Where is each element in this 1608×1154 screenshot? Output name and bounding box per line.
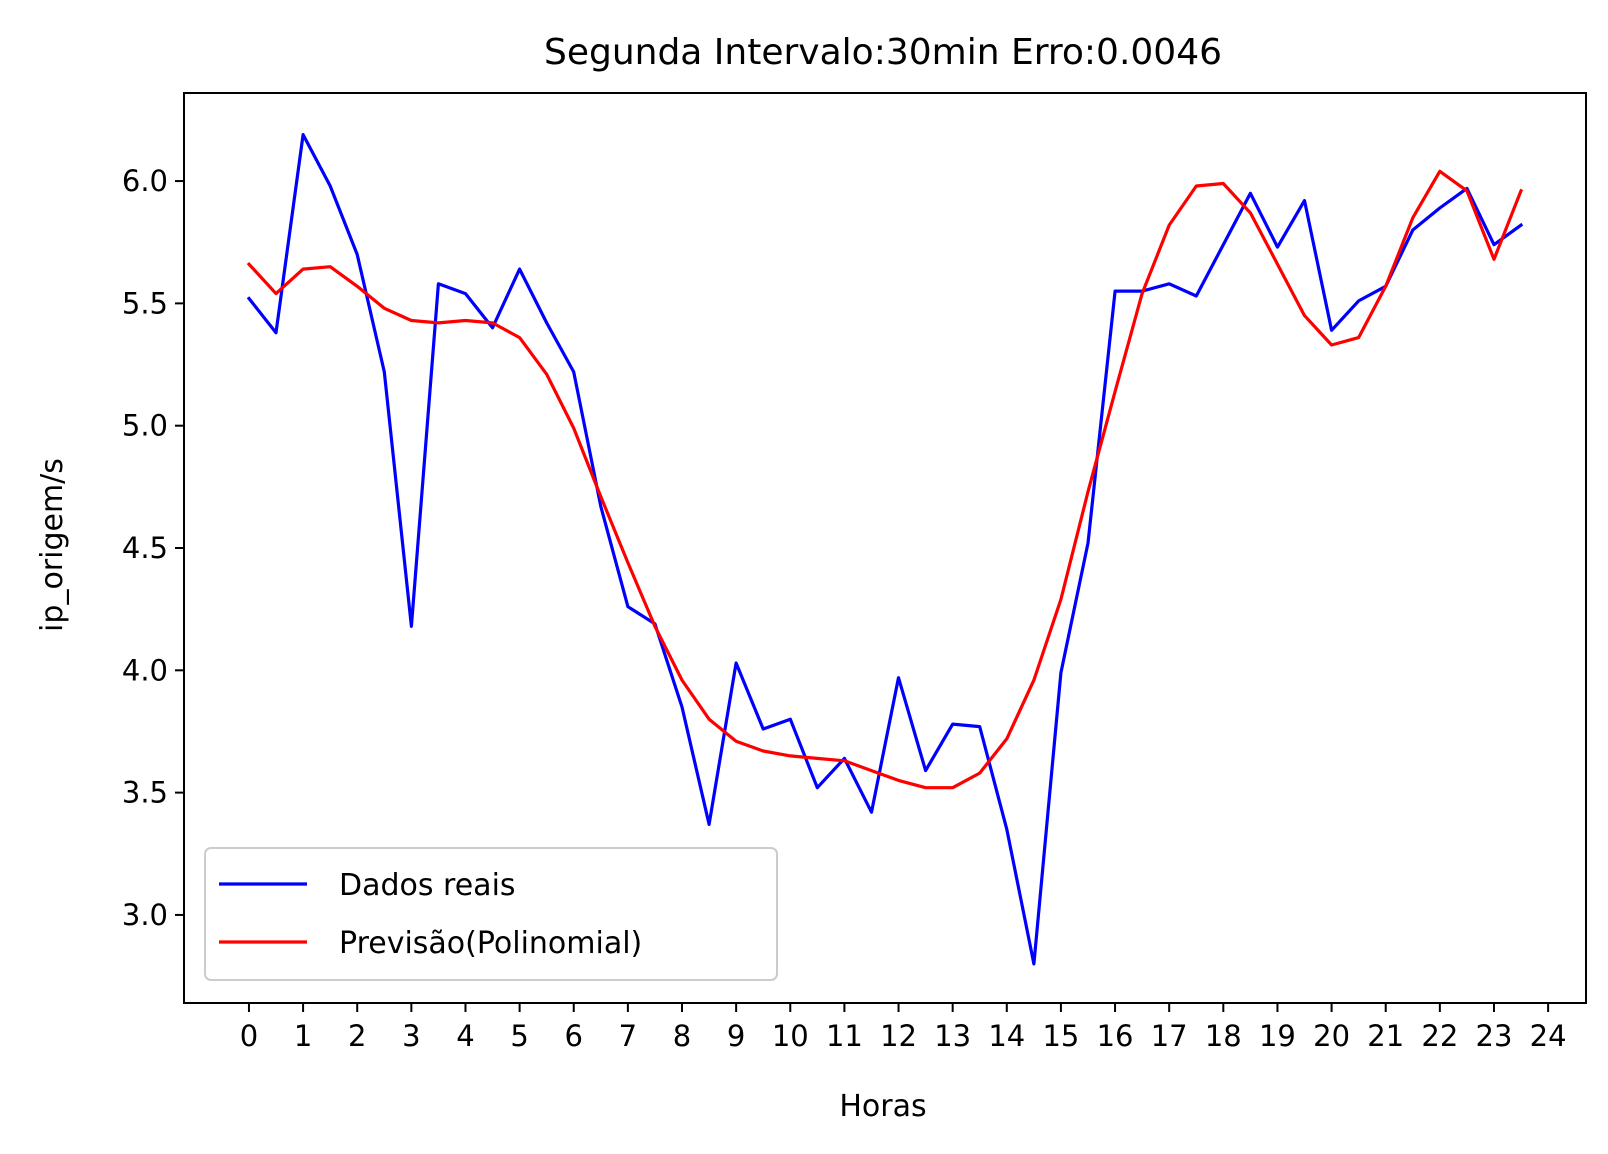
x-tick-label: 12 bbox=[880, 1019, 917, 1053]
x-tick-label: 10 bbox=[772, 1019, 809, 1053]
x-tick-label: 4 bbox=[456, 1019, 474, 1053]
y-tick-label: 5.0 bbox=[122, 409, 168, 443]
x-tick-label: 24 bbox=[1530, 1019, 1567, 1053]
y-tick-label: 6.0 bbox=[122, 164, 168, 198]
x-tick-label: 6 bbox=[565, 1019, 583, 1053]
chart-title: Segunda Intervalo:30min Erro:0.0046 bbox=[544, 32, 1222, 73]
x-tick-label: 18 bbox=[1205, 1019, 1242, 1053]
x-tick-label: 22 bbox=[1421, 1019, 1458, 1053]
x-axis-label: Horas bbox=[839, 1089, 926, 1124]
x-tick-label: 19 bbox=[1259, 1019, 1296, 1053]
legend-box bbox=[204, 847, 778, 981]
x-tick-label: 1 bbox=[294, 1019, 312, 1053]
legend: Dados reais Previsão(Polinomial) bbox=[204, 847, 778, 981]
x-tick-label: 11 bbox=[826, 1019, 863, 1053]
x-tick-label: 16 bbox=[1097, 1019, 1134, 1053]
x-tick-label: 17 bbox=[1151, 1019, 1188, 1053]
legend-label: Previsão(Polinomial) bbox=[339, 926, 642, 961]
y-axis-label: ip_origem/s bbox=[35, 458, 70, 632]
x-tick-label: 21 bbox=[1367, 1019, 1404, 1053]
y-tick-label: 3.5 bbox=[122, 776, 168, 810]
x-tick-label: 8 bbox=[673, 1019, 691, 1053]
x-tick-label: 9 bbox=[727, 1019, 745, 1053]
y-axis: 3.0 3.5 4.0 4.5 5.0 5.5 6.0 bbox=[122, 164, 184, 932]
legend-label: Dados reais bbox=[339, 868, 516, 903]
x-tick-label: 20 bbox=[1313, 1019, 1350, 1053]
x-tick-label: 5 bbox=[510, 1019, 528, 1053]
x-tick-label: 14 bbox=[988, 1019, 1025, 1053]
x-tick-label: 23 bbox=[1476, 1019, 1513, 1053]
x-axis: 0 1 2 3 4 5 6 7 8 9 10 11 12 13 14 15 16 17 18 19 20 21 22 23 24 bbox=[240, 1003, 1567, 1053]
x-tick-label: 3 bbox=[402, 1019, 420, 1053]
y-tick-label: 4.5 bbox=[122, 531, 168, 565]
x-tick-label: 2 bbox=[348, 1019, 366, 1053]
series-line-dados-reais bbox=[246, 133, 1524, 966]
x-tick-label: 0 bbox=[240, 1019, 258, 1053]
y-tick-label: 4.0 bbox=[122, 653, 168, 687]
y-tick-label: 3.0 bbox=[122, 898, 168, 932]
series-line-previsao-polinomial bbox=[246, 169, 1524, 790]
x-tick-label: 13 bbox=[934, 1019, 971, 1053]
y-tick-label: 5.5 bbox=[122, 286, 168, 320]
x-tick-label: 7 bbox=[619, 1019, 637, 1053]
x-tick-label: 15 bbox=[1042, 1019, 1079, 1053]
